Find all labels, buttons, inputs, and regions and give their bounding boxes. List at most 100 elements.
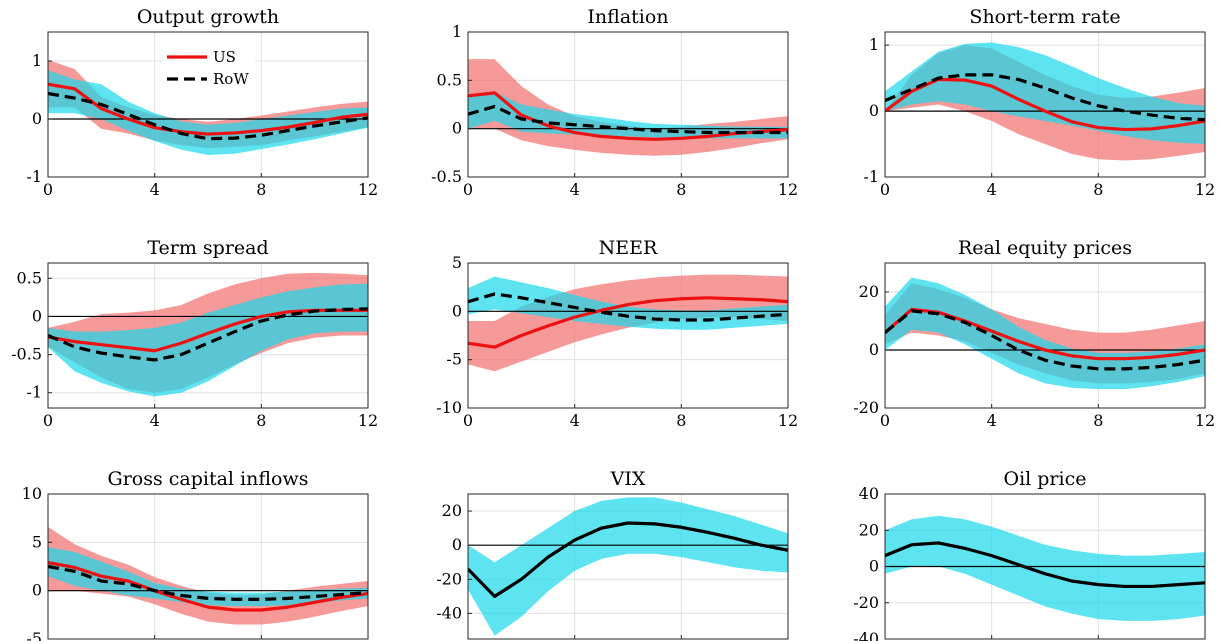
confidence-band-series — [468, 497, 788, 636]
x-tick-label: 4 — [570, 411, 580, 430]
x-tick-label: 4 — [987, 180, 997, 199]
plot-area — [468, 32, 788, 177]
x-tick-label: 0 — [43, 180, 53, 199]
y-tick-label: 0.5 — [437, 70, 462, 89]
x-tick-label: 8 — [256, 180, 266, 199]
confidence-band-series — [885, 515, 1205, 621]
x-tick-label: 12 — [778, 411, 798, 430]
y-tick-label: 0 — [452, 301, 462, 320]
x-tick-label: 8 — [1093, 411, 1103, 430]
y-tick-label: -20 — [436, 569, 462, 588]
y-tick-label: -40 — [853, 629, 879, 641]
y-tick-label: 1 — [452, 22, 462, 41]
x-tick-label: 8 — [676, 411, 686, 430]
x-tick-label: 12 — [358, 411, 378, 430]
x-tick-label: 12 — [778, 180, 798, 199]
axes-box — [467, 262, 789, 409]
y-tick-label: -20 — [853, 593, 879, 612]
y-tick-label: -40 — [436, 603, 462, 622]
x-tick-label: 12 — [1195, 180, 1215, 199]
series-line-row — [48, 564, 368, 601]
series-line-us — [48, 82, 368, 136]
x-tick-label: 0 — [880, 411, 890, 430]
y-tick-label: 1 — [869, 35, 879, 54]
x-tick-label: 0 — [880, 180, 890, 199]
y-tick-label: -0.5 — [431, 167, 462, 186]
confidence-band-row — [48, 547, 368, 607]
x-tick-label: 4 — [570, 180, 580, 199]
confidence-band-row — [885, 42, 1205, 145]
x-tick-label: 8 — [256, 411, 266, 430]
legend-label-row: RoW — [213, 70, 249, 88]
panel-4: 0 4 8 12 -10 -5 0 5 NEER — [436, 237, 798, 430]
y-tick-label: 0 — [32, 109, 42, 128]
x-tick-label: 8 — [1093, 180, 1103, 199]
series-line-row — [885, 73, 1205, 122]
y-tick-label: -0.5 — [11, 345, 42, 364]
y-tick-label: 20 — [859, 282, 879, 301]
axes-box — [47, 262, 369, 409]
y-tick-label: -20 — [853, 398, 879, 417]
series-line-response — [885, 541, 1205, 589]
plot-area — [885, 494, 1205, 639]
y-tick-label: 0.5 — [17, 268, 42, 287]
plot-area — [468, 263, 788, 408]
y-tick-label: 0 — [869, 101, 879, 120]
confidence-band-row — [885, 277, 1205, 390]
plot-area — [468, 494, 788, 639]
panel-title: Oil price — [1004, 468, 1087, 490]
panel-title: NEER — [599, 237, 658, 259]
plot-area — [48, 494, 368, 639]
series-line-row — [48, 91, 368, 141]
y-tick-label: 0 — [32, 306, 42, 325]
panel-3: 0 4 8 12 -1 -0.5 0 0.5 Term spread — [11, 237, 378, 430]
series-line-response — [468, 521, 788, 598]
axes-box — [467, 493, 789, 640]
confidence-band-row — [48, 70, 368, 155]
y-tick-label: 5 — [452, 253, 462, 272]
x-tick-label: 4 — [150, 411, 160, 430]
x-tick-label: 12 — [358, 180, 378, 199]
legend: US RoW — [163, 42, 255, 96]
panel-title: VIX — [610, 468, 646, 490]
panel-title: Gross capital inflows — [108, 468, 309, 490]
y-tick-label: 10 — [22, 484, 42, 503]
y-tick-label: 0 — [452, 119, 462, 138]
series-line-row — [468, 104, 788, 135]
panel-title: Term spread — [147, 237, 268, 259]
series-line-us — [468, 91, 788, 141]
panel-title: Short-term rate — [969, 6, 1120, 28]
series-line-us — [468, 296, 788, 349]
y-tick-label: 20 — [442, 501, 462, 520]
y-tick-label: -1 — [26, 383, 42, 402]
x-tick-label: 8 — [676, 180, 686, 199]
y-tick-label: 1 — [32, 51, 42, 70]
legend-label-us: US — [213, 48, 236, 66]
series-line-row — [48, 307, 368, 362]
series-line-row — [885, 309, 1205, 371]
legend-box — [163, 42, 255, 96]
plot-area — [885, 32, 1205, 177]
x-tick-label: 0 — [43, 411, 53, 430]
x-tick-label: 4 — [150, 180, 160, 199]
y-tick-label: 0 — [32, 581, 42, 600]
axes-box — [884, 262, 1206, 409]
confidence-band-row — [468, 276, 788, 330]
y-tick-label: 0 — [452, 535, 462, 554]
y-tick-label: -1 — [26, 167, 42, 186]
x-tick-label: 12 — [1195, 411, 1215, 430]
y-tick-label: -10 — [436, 398, 462, 417]
series-line-row — [468, 292, 788, 322]
y-tick-label: 0 — [869, 340, 879, 359]
axes-box — [467, 31, 789, 178]
y-tick-label: -5 — [26, 629, 42, 641]
panel-title: Inflation — [587, 6, 668, 28]
